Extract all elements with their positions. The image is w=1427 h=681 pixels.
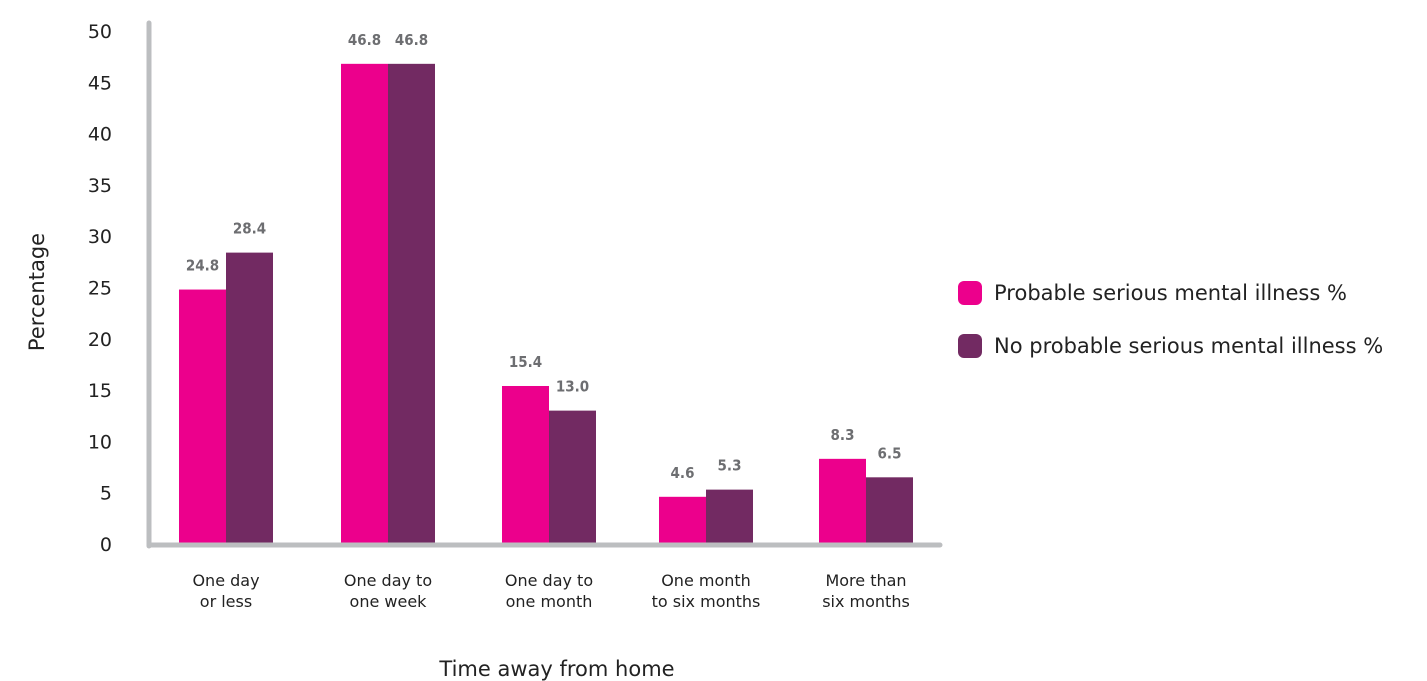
bars xyxy=(179,63,913,544)
x-tick-label: More than xyxy=(825,571,906,590)
y-tick-label: 20 xyxy=(88,329,112,351)
bar-no-probable xyxy=(226,252,273,544)
legend-item-no-probable: No probable serious mental illness % xyxy=(958,331,1383,361)
x-tick-label: to six months xyxy=(652,592,761,611)
x-tick-label: or less xyxy=(200,592,252,611)
y-tick-label: 25 xyxy=(88,278,112,300)
legend-swatch-probable xyxy=(958,281,982,305)
bar-value-label: 8.3 xyxy=(831,426,855,444)
y-axis-title: Percentage xyxy=(25,233,49,351)
bar-value-label: 15.4 xyxy=(509,353,542,371)
x-tick-label: One day to xyxy=(505,571,593,590)
y-tick-label: 0 xyxy=(100,534,112,556)
x-axis-title: Time away from home xyxy=(438,657,674,681)
legend-item-probable: Probable serious mental illness % xyxy=(958,278,1383,308)
bar-value-label: 46.8 xyxy=(348,31,381,49)
legend: Probable serious mental illness % No pro… xyxy=(958,278,1383,384)
x-tick-label: one month xyxy=(506,592,593,611)
bar-value-label: 13.0 xyxy=(556,378,589,396)
y-tick-label: 10 xyxy=(88,431,112,453)
x-tick-label: One day to xyxy=(344,571,432,590)
bar-value-label: 4.6 xyxy=(671,464,695,482)
x-tick-label: one week xyxy=(350,592,428,611)
y-tick-label: 35 xyxy=(88,175,112,197)
x-tick-label: six months xyxy=(822,592,910,611)
axes xyxy=(146,20,943,549)
bar-probable xyxy=(502,385,549,544)
y-tick-label: 40 xyxy=(88,124,112,146)
y-tick-label: 50 xyxy=(88,21,112,43)
bar-value-label: 6.5 xyxy=(878,444,902,462)
bar-no-probable xyxy=(706,489,753,544)
legend-label-probable: Probable serious mental illness % xyxy=(994,281,1347,305)
bar-no-probable xyxy=(388,63,435,544)
x-axis-categories: One day or less One day to one week One day … xyxy=(192,571,909,611)
bar-value-label: 28.4 xyxy=(233,220,266,238)
bar-value-label: 24.8 xyxy=(186,257,219,275)
legend-swatch-no-probable xyxy=(958,334,982,358)
bar-probable xyxy=(819,458,866,544)
bar-probable xyxy=(179,289,226,544)
y-tick-label: 30 xyxy=(88,226,112,248)
x-tick-label: One month xyxy=(661,571,751,590)
bar-probable xyxy=(659,496,706,544)
bar-probable xyxy=(341,63,388,544)
y-tick-label: 15 xyxy=(88,380,112,402)
y-tick-label: 45 xyxy=(88,72,112,94)
value-labels: 24.8 46.8 15.4 4.6 8.3 28.4 46.8 13.0 5.3 6.5 xyxy=(186,31,902,482)
bar-no-probable xyxy=(549,410,596,544)
y-axis-ticks: 0 5 10 15 20 25 30 35 40 45 50 xyxy=(88,21,112,556)
bar-value-label: 5.3 xyxy=(718,457,742,475)
legend-label-no-probable: No probable serious mental illness % xyxy=(994,334,1384,358)
bar-no-probable xyxy=(866,477,913,544)
x-tick-label: One day xyxy=(192,571,259,590)
y-tick-label: 5 xyxy=(100,483,112,505)
bar-value-label: 46.8 xyxy=(395,31,428,49)
